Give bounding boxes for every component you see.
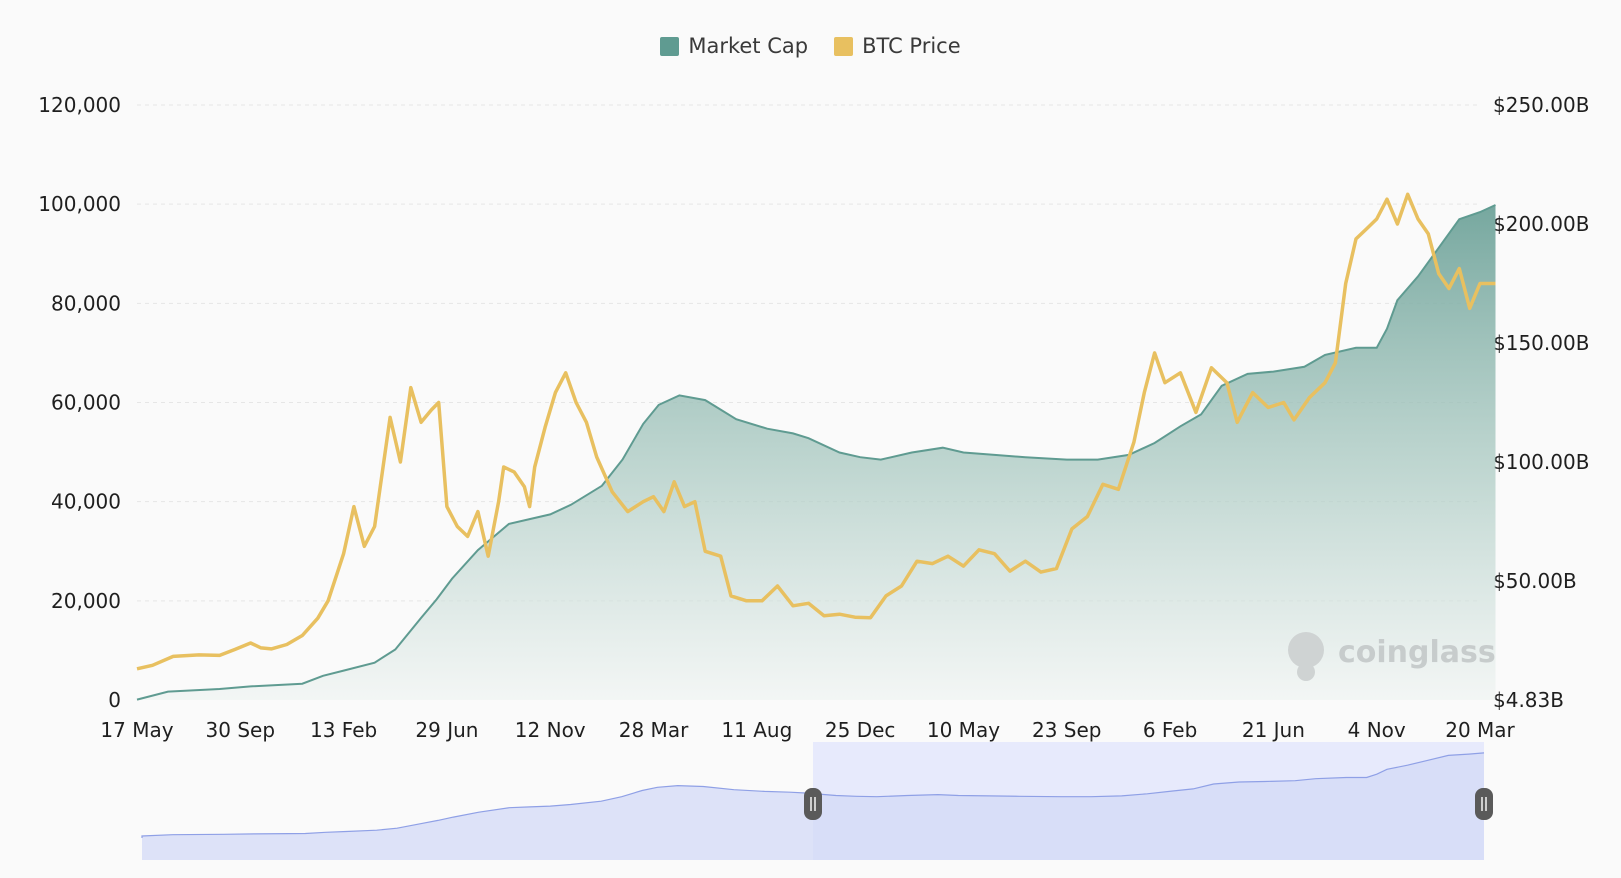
- market-cap-swatch-icon: [660, 36, 680, 56]
- x-tick-label: 4 Nov: [1348, 718, 1406, 742]
- legend-item-btc-price[interactable]: BTC Price: [834, 34, 961, 58]
- x-tick-label: 29 Jun: [415, 718, 478, 742]
- x-tick-label: 23 Sep: [1032, 718, 1102, 742]
- legend-label: Market Cap: [688, 34, 809, 58]
- navigator-left-handle[interactable]: [804, 788, 822, 820]
- y-left-tick-label: 60,000: [51, 391, 121, 415]
- y-left-tick-label: 40,000: [51, 490, 121, 514]
- x-tick-label: 13 Feb: [310, 718, 377, 742]
- y-left-tick-label: 0: [108, 688, 121, 712]
- btc-price-line: [136, 192, 1496, 671]
- y-right-tick-label: $100.00B: [1493, 450, 1589, 474]
- x-tick-label: 10 May: [927, 718, 1000, 742]
- x-tick-label: 20 Mar: [1445, 718, 1515, 742]
- x-tick-label: 21 Jun: [1242, 718, 1305, 742]
- x-tick-label: 25 Dec: [825, 718, 896, 742]
- legend-label: BTC Price: [862, 34, 961, 58]
- y-left-tick-label: 100,000: [38, 192, 121, 216]
- market-cap-area: [137, 205, 1496, 700]
- coinglass-logo-icon: [1288, 632, 1324, 681]
- y-right-tick-label: $200.00B: [1493, 212, 1589, 236]
- x-tick-label: 11 Aug: [721, 718, 792, 742]
- x-tick-label: 17 May: [100, 718, 173, 742]
- market-cap-line: [136, 204, 1496, 701]
- navigator-right-handle[interactable]: [1475, 788, 1493, 820]
- y-right-tick-label: $50.00B: [1493, 569, 1577, 593]
- x-tick-label: 12 Nov: [515, 718, 586, 742]
- watermark-text: coinglass: [1338, 635, 1496, 670]
- y-right-tick-label: $250.00B: [1493, 93, 1589, 117]
- y-right-tick-label: $4.83B: [1493, 688, 1564, 712]
- y-right-tick-label: $150.00B: [1493, 331, 1589, 355]
- x-tick-label: 6 Feb: [1143, 718, 1198, 742]
- btc-price-swatch-icon: [834, 36, 854, 56]
- y-left-tick-label: 120,000: [38, 93, 121, 117]
- x-tick-label: 30 Sep: [206, 718, 276, 742]
- y-left-tick-label: 20,000: [51, 589, 121, 613]
- x-tick-label: 28 Mar: [619, 718, 689, 742]
- chart-legend: Market Cap BTC Price: [0, 34, 1621, 58]
- y-left-tick-label: 80,000: [51, 291, 121, 315]
- legend-item-market-cap[interactable]: Market Cap: [660, 34, 808, 58]
